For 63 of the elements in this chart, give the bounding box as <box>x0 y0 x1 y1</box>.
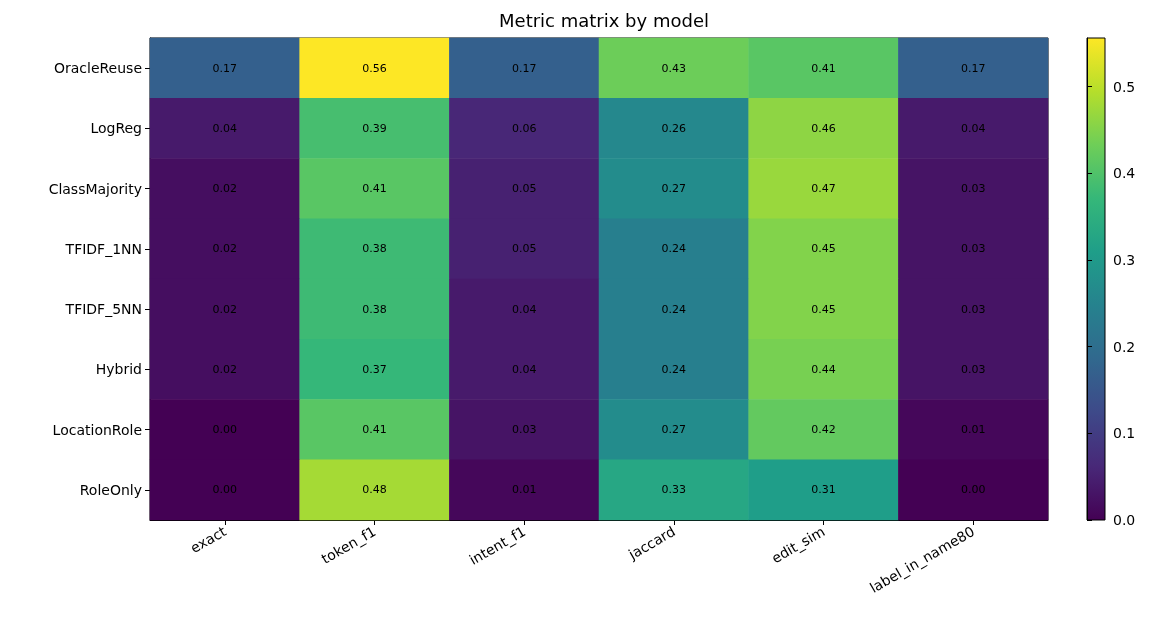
data-label: 0.41 <box>811 61 836 75</box>
y-tick-label: TFIDF_1NN <box>64 240 142 257</box>
data-label: 0.56 <box>362 61 387 75</box>
color-bar-label: 0.2 <box>1113 338 1136 355</box>
color-bar-label: 0.0 <box>1113 512 1136 528</box>
data-label: 0.02 <box>212 302 238 316</box>
y-tick-label: ClassMajority <box>48 180 142 197</box>
data-label: 0.05 <box>511 242 537 256</box>
data-label: 0.03 <box>960 302 986 316</box>
data-label: 0.05 <box>511 182 537 196</box>
data-label: 0.03 <box>960 362 986 376</box>
data-label: 0.24 <box>661 242 687 256</box>
data-label: 0.00 <box>960 483 986 497</box>
data-label: 0.17 <box>511 61 537 75</box>
data-label: 0.27 <box>661 182 687 196</box>
data-label: 0.02 <box>212 362 238 376</box>
y-tick-label: LogReg <box>90 120 142 137</box>
y-tick-label: Hybrid <box>95 361 142 378</box>
data-label: 0.33 <box>661 483 687 497</box>
color-bar-label: 0.3 <box>1113 251 1136 268</box>
y-tick-label: OracleReuse <box>53 60 142 77</box>
data-label: 0.04 <box>212 121 238 135</box>
data-label: 0.27 <box>661 423 687 437</box>
data-label: 0.04 <box>511 362 537 376</box>
color-bar-label: 0.5 <box>1113 78 1136 95</box>
chart-title: Metric matrix by model <box>499 9 709 31</box>
data-label: 0.24 <box>661 362 687 376</box>
data-label: 0.44 <box>811 362 836 376</box>
data-label: 0.31 <box>811 483 836 497</box>
data-label: 0.39 <box>362 121 387 135</box>
data-label: 0.03 <box>960 182 986 196</box>
data-label: 0.37 <box>362 362 387 376</box>
data-label: 0.06 <box>511 121 537 135</box>
data-label: 0.00 <box>212 423 238 437</box>
color-bar-label: 0.4 <box>1113 165 1136 182</box>
data-label: 0.04 <box>511 302 537 316</box>
data-label: 0.43 <box>661 61 687 75</box>
data-label: 0.17 <box>960 61 986 75</box>
data-label: 0.04 <box>960 121 986 135</box>
data-label: 0.42 <box>811 423 836 437</box>
data-label: 0.38 <box>362 242 387 256</box>
data-label: 0.01 <box>511 483 537 497</box>
data-label: 0.38 <box>362 302 387 316</box>
data-label: 0.02 <box>212 242 238 256</box>
data-label: 0.24 <box>661 302 687 316</box>
data-label: 0.17 <box>212 61 238 75</box>
color-bar-label: 0.1 <box>1113 425 1136 442</box>
data-label: 0.46 <box>811 121 836 135</box>
y-tick-label: LocationRole <box>52 421 142 438</box>
y-tick-label: TFIDF_5NN <box>64 301 142 318</box>
data-label: 0.00 <box>212 483 238 497</box>
data-label: 0.41 <box>362 423 387 437</box>
data-label: 0.26 <box>661 121 687 135</box>
data-label: 0.41 <box>362 182 387 196</box>
data-label: 0.47 <box>811 182 836 196</box>
y-tick-label: RoleOnly <box>79 481 142 498</box>
data-label: 0.01 <box>960 423 986 437</box>
data-label: 0.45 <box>811 302 836 316</box>
data-label: 0.02 <box>212 182 238 196</box>
data-label: 0.45 <box>811 242 836 256</box>
data-label: 0.03 <box>511 423 537 437</box>
data-label: 0.03 <box>960 242 986 256</box>
data-label: 0.48 <box>362 483 387 497</box>
